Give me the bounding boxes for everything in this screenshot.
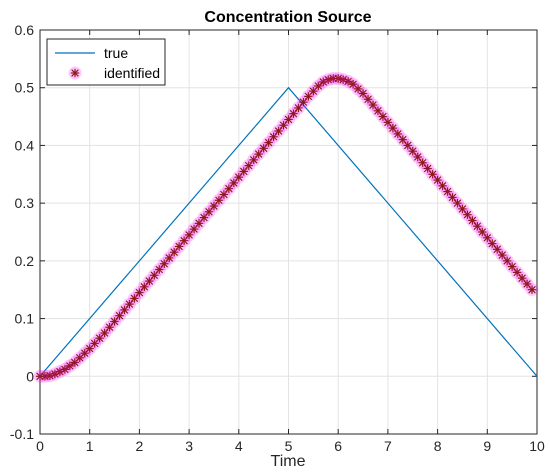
series-layer	[33, 71, 539, 383]
y-tick-label: 0.5	[15, 80, 35, 96]
y-tick-label: 0.2	[15, 253, 35, 269]
y-tick-label: -0.1	[10, 426, 34, 442]
x-tick-label: 8	[434, 438, 442, 454]
series-line-true	[39, 86, 538, 377]
series-markers-identified	[33, 71, 539, 383]
x-tick-label: 2	[136, 438, 144, 454]
x-tick-label: 4	[235, 438, 243, 454]
legend-swatch-identified	[68, 66, 82, 80]
x-tick-label: 7	[384, 438, 392, 454]
x-tick-label: 9	[483, 438, 491, 454]
x-tick-label: 10	[529, 438, 545, 454]
y-tick-label: 0.3	[15, 195, 35, 211]
legend: true identified	[46, 38, 166, 86]
legend-label-true: true	[104, 45, 128, 61]
y-tick-label: 0.4	[15, 137, 35, 153]
y-tick-label: 0	[26, 368, 34, 384]
x-axis-label: Time	[271, 453, 306, 470]
data-point	[311, 79, 325, 93]
x-tick-label: 5	[285, 438, 293, 454]
grid	[39, 29, 538, 435]
chart-title: Concentration Source	[204, 9, 371, 26]
x-tick-label: 0	[36, 438, 44, 454]
data-point	[38, 369, 52, 383]
data-point	[525, 283, 539, 297]
x-tick-label: 3	[185, 438, 193, 454]
x-tick-label: 1	[86, 438, 94, 454]
x-tick-labels: 0 1 2 3 4 5 6 7 8 9 10	[36, 438, 545, 454]
y-tick-label: 0.6	[15, 22, 35, 38]
data-point	[361, 92, 375, 106]
y-tick-label: 0.1	[15, 311, 35, 327]
data-point	[103, 320, 117, 334]
legend-label-identified: identified	[104, 65, 160, 81]
legend-marker-star	[68, 66, 82, 80]
legend-box	[46, 38, 166, 86]
y-tick-labels: -0.1 0 0.1 0.2 0.3 0.4 0.5 0.6	[10, 22, 34, 442]
x-tick-label: 6	[334, 438, 342, 454]
